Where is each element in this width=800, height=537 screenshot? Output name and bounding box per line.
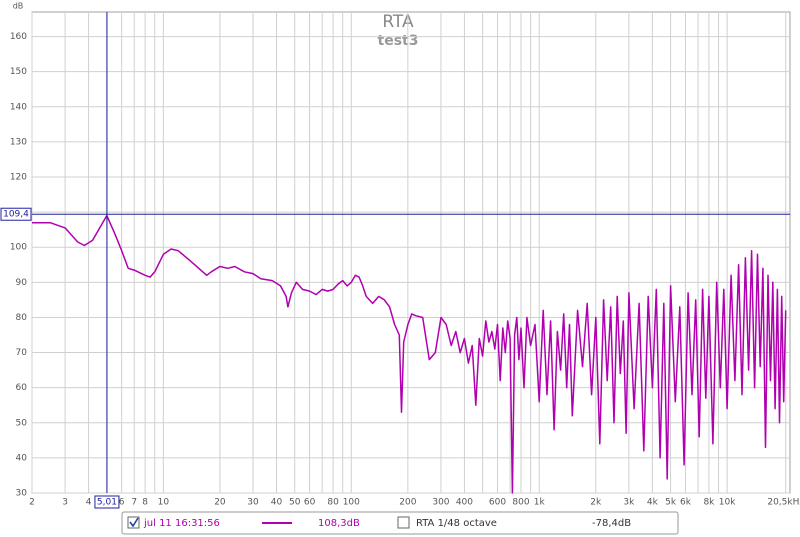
overlay-readout: -78,4dB bbox=[592, 518, 631, 529]
x-tick-label: 3k bbox=[623, 498, 635, 508]
series-checkbox-check bbox=[129, 517, 139, 528]
y-tick-label: 120 bbox=[10, 173, 27, 183]
x-tick-label: 6 bbox=[119, 498, 125, 508]
x-tick-label: 6k bbox=[680, 498, 692, 508]
overlay-checkbox[interactable] bbox=[397, 516, 410, 529]
x-tick-label: 600 bbox=[489, 498, 506, 508]
cursor-y-box bbox=[0, 207, 32, 221]
y-tick-label: 30 bbox=[16, 489, 28, 499]
x-tick-label: 2k bbox=[590, 498, 602, 508]
series-checkbox[interactable] bbox=[127, 516, 140, 529]
y-tick-label: 90 bbox=[16, 278, 28, 288]
x-tick-label: 50 bbox=[289, 498, 301, 508]
x-tick-label: 3 bbox=[62, 498, 68, 508]
x-tick-label: 20,5kHz bbox=[767, 498, 800, 508]
x-tick-label: 10k bbox=[719, 498, 736, 508]
x-tick-label: 1k bbox=[534, 498, 546, 508]
x-tick-label: 8k bbox=[703, 498, 715, 508]
y-tick-label: 70 bbox=[16, 348, 28, 358]
x-tick-label: 8 bbox=[142, 498, 148, 508]
plot-area bbox=[31, 11, 791, 494]
y-tick-label: 160 bbox=[10, 32, 27, 42]
x-tick-label: 60 bbox=[304, 498, 316, 508]
y-tick-label: 150 bbox=[10, 67, 27, 77]
x-tick-label: 5k bbox=[665, 498, 677, 508]
x-tick-label: 4 bbox=[86, 498, 92, 508]
x-tick-label: 400 bbox=[456, 498, 473, 508]
y-tick-label: 50 bbox=[16, 418, 28, 428]
overlay-name: RTA 1/48 octave bbox=[416, 518, 497, 529]
y-tick-label: 100 bbox=[10, 243, 27, 253]
x-tick-label: 10 bbox=[158, 498, 170, 508]
x-tick-label: 100 bbox=[343, 498, 360, 508]
y-axis-label: dB bbox=[13, 2, 24, 11]
x-tick-label: 4k bbox=[647, 498, 659, 508]
x-tick-label: 20 bbox=[214, 498, 226, 508]
chart-subtitle: test3 bbox=[378, 33, 419, 49]
chart-title: RTA bbox=[382, 12, 414, 32]
x-tick-label: 2 bbox=[29, 498, 35, 508]
x-tick-label: 7 bbox=[131, 498, 137, 508]
x-tick-label: 300 bbox=[432, 498, 449, 508]
x-tick-label: 800 bbox=[512, 498, 529, 508]
y-tick-label: 130 bbox=[10, 137, 27, 147]
cursor-y-label: 109,4 bbox=[3, 210, 29, 220]
x-tick-label: 80 bbox=[327, 498, 339, 508]
x-tick-label: 40 bbox=[271, 498, 283, 508]
y-tick-label: 40 bbox=[16, 453, 28, 463]
y-tick-label: 140 bbox=[10, 102, 27, 112]
cursor-x-label: 5,01 bbox=[97, 498, 117, 508]
y-tick-label: 60 bbox=[16, 383, 28, 393]
series-line bbox=[32, 214, 787, 494]
cursor-x-box bbox=[94, 495, 120, 509]
legend-readout: 108,3dB bbox=[318, 518, 360, 529]
x-tick-label: 200 bbox=[399, 498, 416, 508]
x-tick-label: 30 bbox=[247, 498, 259, 508]
legend-name: jul 11 16:31:56 bbox=[143, 518, 220, 529]
y-tick-label: 80 bbox=[16, 313, 28, 323]
